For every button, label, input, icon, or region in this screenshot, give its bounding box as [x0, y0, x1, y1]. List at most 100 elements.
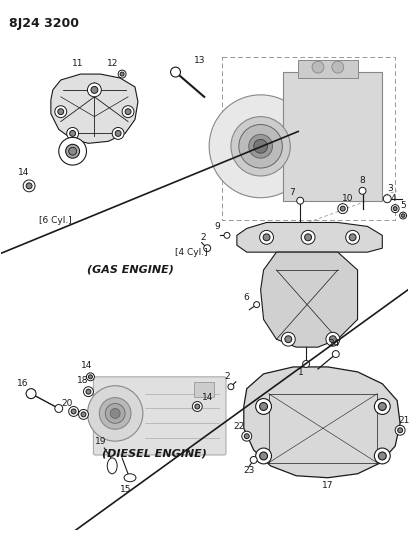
Circle shape — [55, 106, 67, 118]
Circle shape — [395, 425, 405, 435]
Circle shape — [204, 245, 211, 252]
Circle shape — [66, 144, 80, 158]
Circle shape — [399, 212, 406, 219]
Circle shape — [329, 336, 336, 343]
Circle shape — [224, 232, 230, 238]
Text: 5: 5 — [400, 201, 406, 210]
Circle shape — [195, 404, 200, 409]
Circle shape — [88, 386, 143, 441]
Circle shape — [86, 389, 91, 394]
Circle shape — [305, 234, 312, 241]
Circle shape — [254, 302, 260, 308]
Circle shape — [58, 109, 64, 115]
Circle shape — [120, 72, 124, 76]
Polygon shape — [51, 74, 138, 143]
Text: 9: 9 — [214, 222, 220, 231]
Text: 14: 14 — [18, 167, 29, 176]
Circle shape — [192, 401, 202, 411]
Circle shape — [69, 407, 79, 416]
Text: 4: 4 — [390, 194, 396, 203]
Circle shape — [397, 428, 403, 433]
Text: 22: 22 — [233, 422, 245, 431]
Circle shape — [263, 234, 270, 241]
Circle shape — [401, 214, 405, 217]
Circle shape — [254, 139, 268, 153]
Circle shape — [326, 332, 340, 346]
Text: 8J24 3200: 8J24 3200 — [9, 17, 79, 30]
Circle shape — [374, 399, 390, 415]
FancyBboxPatch shape — [298, 60, 358, 78]
Text: 8: 8 — [360, 176, 365, 185]
Circle shape — [209, 95, 312, 198]
Text: 20: 20 — [61, 399, 72, 408]
Ellipse shape — [124, 474, 136, 482]
Text: 10: 10 — [342, 194, 353, 203]
Circle shape — [249, 134, 272, 158]
Polygon shape — [261, 252, 358, 347]
Circle shape — [379, 402, 386, 410]
Polygon shape — [237, 222, 382, 252]
Text: (GAS ENGINE): (GAS ENGINE) — [87, 265, 173, 275]
Circle shape — [88, 375, 92, 379]
Circle shape — [239, 125, 282, 168]
Circle shape — [59, 138, 86, 165]
Circle shape — [260, 230, 273, 244]
Circle shape — [332, 61, 344, 73]
Circle shape — [171, 67, 180, 77]
Circle shape — [110, 408, 120, 418]
Circle shape — [244, 434, 249, 439]
Circle shape — [228, 384, 234, 390]
Circle shape — [118, 70, 126, 78]
Circle shape — [260, 402, 268, 410]
Circle shape — [26, 183, 32, 189]
Text: 23: 23 — [243, 466, 254, 475]
Circle shape — [71, 409, 76, 414]
Text: 14: 14 — [201, 393, 213, 402]
Circle shape — [125, 109, 131, 115]
Circle shape — [115, 131, 121, 136]
FancyBboxPatch shape — [283, 72, 382, 201]
Text: 14: 14 — [81, 361, 92, 370]
Circle shape — [91, 86, 98, 93]
Circle shape — [391, 205, 399, 213]
Circle shape — [122, 106, 134, 118]
Text: 1: 1 — [298, 368, 304, 377]
Text: 12: 12 — [106, 59, 118, 68]
Text: [6 Cyl.]: [6 Cyl.] — [39, 215, 72, 224]
Circle shape — [242, 431, 252, 441]
Text: 16: 16 — [17, 379, 29, 388]
Text: 17: 17 — [322, 481, 334, 490]
Text: [4 Cyl.]: [4 Cyl.] — [175, 248, 207, 257]
Circle shape — [256, 399, 272, 415]
Circle shape — [297, 197, 304, 204]
Circle shape — [285, 336, 292, 343]
Circle shape — [99, 398, 131, 429]
Text: 19: 19 — [95, 437, 106, 446]
Text: 6: 6 — [243, 293, 249, 302]
Circle shape — [112, 127, 124, 139]
FancyBboxPatch shape — [93, 377, 226, 455]
Circle shape — [256, 448, 272, 464]
Polygon shape — [244, 367, 400, 478]
Circle shape — [250, 456, 257, 463]
Text: 24: 24 — [328, 338, 339, 348]
Circle shape — [338, 204, 348, 214]
Circle shape — [55, 405, 63, 413]
Circle shape — [23, 180, 35, 192]
Text: 15: 15 — [120, 485, 132, 494]
Circle shape — [67, 127, 79, 139]
Text: 13: 13 — [194, 56, 205, 64]
Circle shape — [340, 206, 345, 211]
Circle shape — [79, 409, 88, 419]
Circle shape — [105, 403, 125, 423]
Circle shape — [86, 373, 95, 381]
Circle shape — [83, 387, 93, 397]
Circle shape — [26, 389, 36, 399]
Circle shape — [282, 332, 295, 346]
Circle shape — [69, 131, 76, 136]
Circle shape — [332, 351, 339, 358]
Ellipse shape — [107, 458, 117, 474]
Circle shape — [312, 61, 324, 73]
Text: 7: 7 — [289, 188, 295, 197]
Circle shape — [349, 234, 356, 241]
